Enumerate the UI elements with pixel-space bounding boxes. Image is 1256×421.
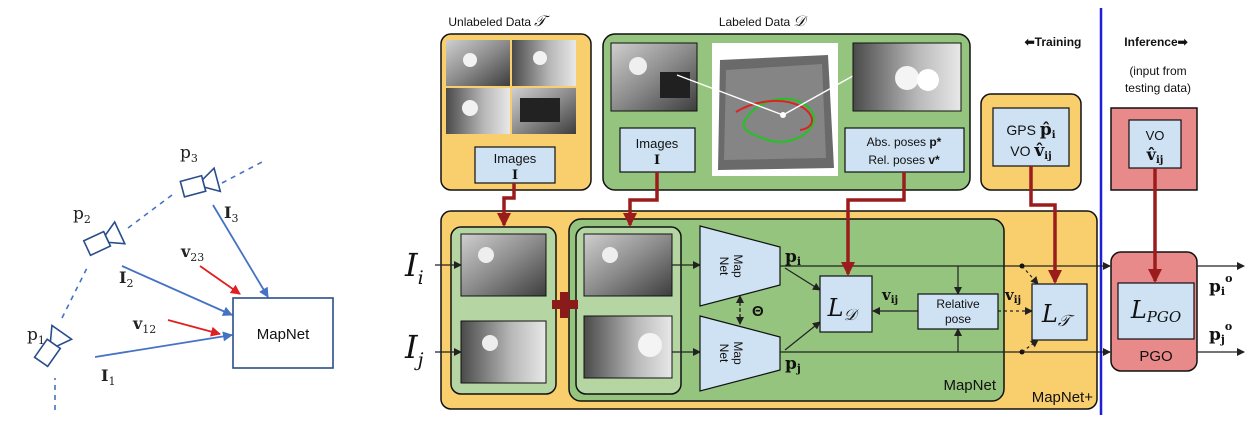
mapnet-plus-label: MapNet+ bbox=[1032, 389, 1094, 406]
camera-1-icon bbox=[33, 324, 74, 368]
loss-PGO-label: LPGO bbox=[1130, 296, 1181, 326]
unlabeled-title: Unlabeled Data 𝒯 bbox=[448, 12, 550, 30]
map-net-top-label-1: Map bbox=[731, 254, 745, 278]
mapnet-box bbox=[232, 297, 334, 369]
mapnet-box-label: MapNet bbox=[257, 326, 310, 343]
labeled-images-box bbox=[619, 127, 696, 173]
loss-D-box: L𝒟 bbox=[819, 275, 873, 333]
inference-note-1: (input from bbox=[1129, 64, 1186, 78]
pj-label: pj bbox=[785, 354, 801, 375]
v12-label: v12 bbox=[132, 314, 156, 336]
pio-label: pio bbox=[1209, 272, 1232, 298]
data-flow-arrows bbox=[497, 166, 1162, 284]
theta-label: Θ bbox=[752, 303, 764, 320]
unlabeled-data-panel: Images I bbox=[440, 33, 592, 191]
p1-label: p1 bbox=[27, 325, 45, 347]
relative-pose-label-1: Relative bbox=[936, 297, 980, 311]
map-net-bottom-label-2: Net bbox=[717, 344, 731, 363]
pjo-label: pjo bbox=[1209, 320, 1232, 346]
pi-label: pi bbox=[785, 247, 801, 268]
inference-note-2: testing data) bbox=[1125, 81, 1191, 95]
labeled-images-symbol: I bbox=[654, 153, 660, 168]
p2-label: p2 bbox=[73, 204, 91, 226]
gps-label: GPS p̂i bbox=[1006, 120, 1055, 141]
v23-label: v23 bbox=[180, 242, 204, 264]
unlabeled-images-box bbox=[474, 146, 556, 184]
camera-2-icon bbox=[82, 220, 127, 257]
labeled-data-panel: Images I Abs. poses p* Rel. poses v* bbox=[602, 33, 971, 191]
camera-3-icon bbox=[179, 166, 222, 198]
training-label: ⬅Training bbox=[1024, 35, 1082, 49]
loss-T-box: L𝒯 bbox=[1031, 283, 1088, 341]
vij-label-right: vij bbox=[1004, 286, 1021, 306]
unlabeled-pair-panel bbox=[450, 226, 557, 395]
labeled-title: Labeled Data 𝒟 bbox=[719, 12, 808, 30]
unlabeled-images-label: Images bbox=[494, 151, 537, 166]
map-net-bottom-label-1: Map bbox=[731, 341, 745, 365]
inference-label: Inference➡ bbox=[1124, 35, 1188, 49]
I2-label: I2 bbox=[119, 268, 133, 290]
pgo-label: PGO bbox=[1139, 348, 1172, 365]
map-net-top-label-2: Net bbox=[717, 257, 731, 276]
vo-inference-label: VO bbox=[1146, 128, 1165, 143]
plus-icon bbox=[552, 292, 578, 318]
labeled-photo-left bbox=[610, 42, 698, 112]
relative-pose-label-2: pose bbox=[945, 312, 971, 326]
unlabeled-images-symbol: I bbox=[512, 168, 518, 183]
vo-label: VO v̂ij bbox=[1010, 141, 1051, 162]
loss-D-label: L𝒟 bbox=[827, 294, 860, 324]
mapnet-label: MapNet bbox=[943, 377, 996, 394]
left-panel: p1 p2 p3 I1 I2 I3 v12 v23 MapNet bbox=[27, 143, 334, 410]
abs-poses-label: Abs. poses p* bbox=[867, 135, 942, 149]
rel-poses-label: Rel. poses v* bbox=[868, 153, 940, 167]
I3-label: I3 bbox=[224, 203, 238, 225]
relative-pose-box: Relative pose bbox=[917, 293, 999, 330]
gps-vo-panel: GPS p̂i VO v̂ij bbox=[980, 93, 1082, 191]
mapnet-encoder-bottom: Map Net bbox=[699, 315, 781, 392]
p3-label: p3 bbox=[180, 143, 198, 165]
vij-label-left: vij bbox=[881, 286, 898, 306]
unlabeled-images-grid bbox=[446, 40, 576, 134]
Ii-label: Ii bbox=[404, 246, 424, 289]
poses-box bbox=[844, 127, 965, 173]
mapnet-encoder-top: Map Net bbox=[699, 225, 781, 307]
vo-inference-symbol: v̂ij bbox=[1146, 145, 1164, 166]
pgo-panel: LPGO PGO bbox=[1110, 251, 1198, 372]
I1-label: I1 bbox=[101, 366, 115, 388]
labeled-images-label: Images bbox=[636, 136, 679, 151]
Ij-label: Ij bbox=[404, 328, 424, 371]
